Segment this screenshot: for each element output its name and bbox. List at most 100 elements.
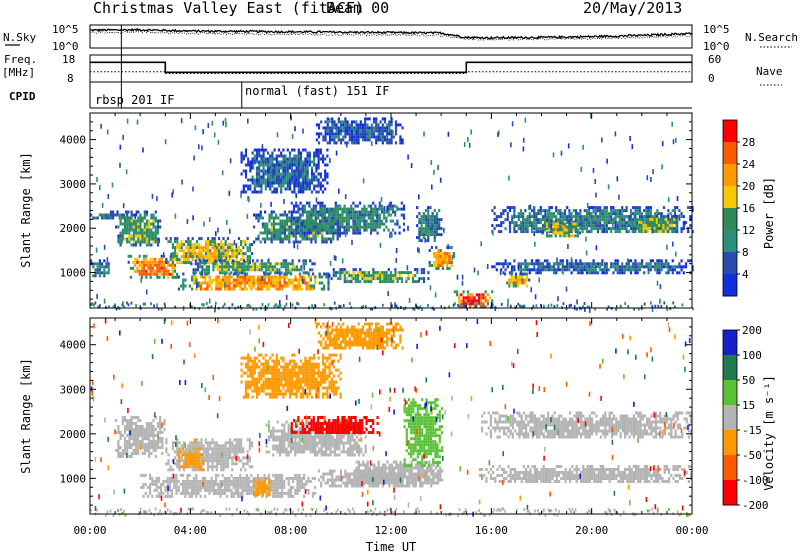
power-cell <box>636 224 638 227</box>
velocity-cell <box>193 486 195 489</box>
velocity-cell <box>200 444 202 447</box>
power-cell <box>326 226 328 229</box>
power-cell <box>384 135 386 138</box>
power-cell <box>260 161 262 164</box>
power-cell <box>544 265 546 268</box>
power-cell <box>291 217 293 220</box>
power-cell <box>538 221 540 224</box>
power-cell <box>310 285 312 288</box>
power-cell <box>276 158 278 161</box>
power-cell <box>258 161 260 164</box>
power-cell <box>144 235 146 238</box>
power-cell <box>150 235 152 238</box>
power-cell <box>211 282 213 285</box>
power-cell <box>139 217 141 220</box>
power-cell <box>352 202 354 205</box>
power-cell <box>279 276 281 279</box>
power-cell <box>643 227 645 230</box>
power-cell <box>327 132 329 135</box>
power-cell <box>595 262 597 265</box>
power-cell <box>271 167 273 170</box>
power-cell <box>647 224 649 227</box>
power-cell <box>355 126 357 129</box>
power-cell <box>255 282 257 285</box>
power-cell <box>317 226 319 229</box>
power-cell <box>362 132 364 135</box>
power-cell <box>155 241 157 244</box>
power-cell <box>311 262 313 265</box>
power-cell <box>368 274 370 277</box>
power-cell <box>224 288 226 291</box>
power-speck <box>378 215 380 220</box>
power-cell <box>369 132 371 135</box>
power-ground <box>627 305 629 308</box>
power-cell <box>357 211 359 214</box>
power-cell <box>597 230 599 233</box>
velocity-cell <box>157 422 159 425</box>
power-cell <box>458 293 460 296</box>
power-cell <box>553 231 555 234</box>
power-cell <box>142 241 144 244</box>
power-cell <box>274 173 276 176</box>
power-cell <box>282 173 284 176</box>
power-cell <box>502 221 504 224</box>
power-cell <box>253 226 255 229</box>
power-cell <box>491 290 493 293</box>
power-cell <box>331 138 333 141</box>
velocity-cell <box>239 483 241 486</box>
power-cell <box>610 221 612 224</box>
power-cell <box>656 212 658 215</box>
power-cell <box>595 218 597 221</box>
power-cell <box>268 288 270 291</box>
power-cell <box>610 262 612 265</box>
power-cell <box>289 268 291 271</box>
velocity-cell <box>128 455 130 458</box>
power-cell <box>478 296 480 299</box>
power-cell <box>131 211 133 214</box>
power-cell <box>220 285 222 288</box>
power-cell <box>348 220 350 223</box>
power-cell <box>247 164 249 167</box>
power-cell <box>366 135 368 138</box>
power-cell <box>215 282 217 285</box>
power-cell <box>327 141 329 144</box>
power-speck <box>215 231 217 236</box>
power-cell <box>241 271 243 274</box>
power-cell <box>338 132 340 135</box>
power-cell <box>656 259 658 262</box>
power-cell <box>429 261 431 264</box>
power-cell <box>259 268 261 271</box>
velocity-cell <box>235 483 237 486</box>
power-cell <box>553 271 555 274</box>
velocity-cell <box>192 468 194 471</box>
power-cell <box>112 211 114 214</box>
power-cell <box>285 268 287 271</box>
power-cell <box>355 141 357 144</box>
power-cell <box>540 271 542 274</box>
velocity-cell <box>189 492 191 495</box>
velocity-cell <box>149 483 151 486</box>
power-cell <box>333 138 335 141</box>
power-cell <box>634 262 636 265</box>
power-cell <box>660 221 662 224</box>
velocity-cell <box>150 431 152 434</box>
velocity-cell <box>115 449 117 452</box>
power-cell <box>401 202 403 205</box>
velocity-cell <box>207 441 209 444</box>
velocity-cell <box>251 444 253 447</box>
power-cell <box>659 271 661 274</box>
power-cell <box>318 152 320 155</box>
power-cell <box>610 215 612 218</box>
power-cell <box>467 293 469 296</box>
power-cell <box>370 274 372 277</box>
power-cell <box>135 244 137 247</box>
power-cell <box>258 155 260 158</box>
power-cell <box>139 255 141 258</box>
power-cell <box>681 268 683 271</box>
power-cell <box>274 182 276 185</box>
power-cell <box>324 188 326 191</box>
power-cell <box>656 209 658 212</box>
power-cell <box>243 262 245 265</box>
velocity-cell <box>128 443 130 446</box>
power-cell <box>315 179 317 182</box>
